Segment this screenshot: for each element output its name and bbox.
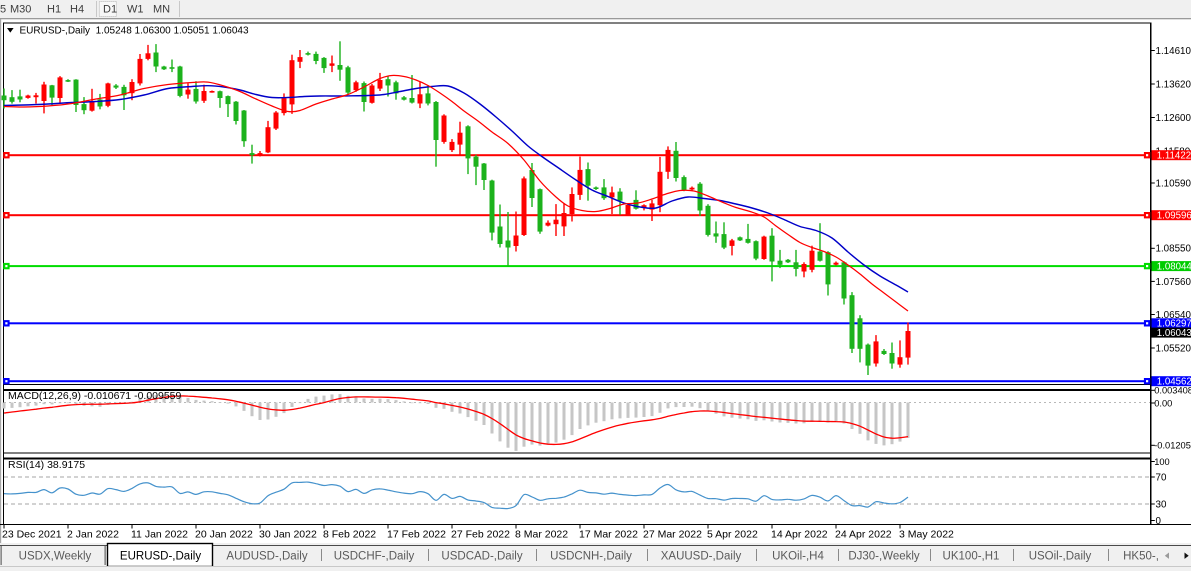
svg-text:1.06540: 1.06540: [1156, 310, 1191, 321]
svg-text:USDCAD-,Daily: USDCAD-,Daily: [441, 551, 522, 563]
svg-text:EURUSD-,Daily: EURUSD-,Daily: [120, 551, 201, 563]
svg-text:MN: MN: [153, 4, 170, 16]
svg-text:UKOil-,H4: UKOil-,H4: [772, 551, 824, 563]
svg-text:AUDUSD-,Daily: AUDUSD-,Daily: [226, 551, 307, 563]
svg-text:14 Apr 2022: 14 Apr 2022: [771, 529, 828, 541]
svg-text:W1: W1: [127, 4, 144, 16]
svg-text:USDCHF-,Daily: USDCHF-,Daily: [334, 551, 415, 563]
svg-text:XAUUSD-,Daily: XAUUSD-,Daily: [661, 551, 742, 563]
svg-text:1.10590: 1.10590: [1156, 178, 1191, 189]
svg-text:1.05520: 1.05520: [1156, 343, 1191, 354]
svg-text:1.08044: 1.08044: [1157, 262, 1191, 273]
svg-text:27 Feb 2022: 27 Feb 2022: [451, 529, 510, 541]
svg-text:MACD(12,26,9) -0.010671 -0.009: MACD(12,26,9) -0.010671 -0.009559: [8, 390, 182, 402]
svg-text:1.11422: 1.11422: [1157, 151, 1191, 162]
svg-text:D1: D1: [103, 4, 117, 16]
svg-text:17 Feb 2022: 17 Feb 2022: [387, 529, 446, 541]
svg-text:2 Jan 2022: 2 Jan 2022: [67, 529, 119, 541]
svg-text:30: 30: [1156, 499, 1167, 510]
svg-text:M30: M30: [10, 4, 31, 16]
svg-text:1.14610: 1.14610: [1156, 46, 1191, 57]
svg-text:27 Mar 2022: 27 Mar 2022: [643, 529, 702, 541]
svg-text:0: 0: [1156, 516, 1162, 527]
svg-text:24 Apr 2022: 24 Apr 2022: [835, 529, 892, 541]
svg-text:1.04562: 1.04562: [1157, 377, 1191, 388]
svg-text:20 Jan 2022: 20 Jan 2022: [195, 529, 253, 541]
svg-text:H4: H4: [70, 4, 84, 16]
svg-text:1.08550: 1.08550: [1156, 244, 1191, 255]
svg-text:70: 70: [1156, 472, 1167, 483]
svg-text:USDCNH-,Daily: USDCNH-,Daily: [550, 551, 632, 563]
svg-text:1.09596: 1.09596: [1157, 211, 1191, 222]
svg-text:DJ30-,Weekly: DJ30-,Weekly: [848, 551, 920, 563]
svg-text:11 Jan 2022: 11 Jan 2022: [131, 529, 188, 541]
svg-text:5 Apr 2022: 5 Apr 2022: [707, 529, 758, 541]
svg-text:0.00: 0.00: [1154, 398, 1172, 408]
svg-text:1.06297: 1.06297: [1157, 319, 1191, 330]
svg-text:8 Mar 2022: 8 Mar 2022: [515, 529, 568, 541]
svg-text:5: 5: [0, 4, 6, 16]
svg-text:1.12600: 1.12600: [1156, 113, 1191, 124]
svg-text:1.06043: 1.06043: [1157, 328, 1191, 339]
svg-text:30 Jan 2022: 30 Jan 2022: [259, 529, 317, 541]
svg-text:RSI(14) 38.9175: RSI(14) 38.9175: [8, 459, 85, 471]
svg-text:EURUSD-,Daily 1.05248 1.06300: EURUSD-,Daily 1.05248 1.06300 1.05051 1.…: [20, 26, 249, 37]
svg-text:HK50-,: HK50-,: [1123, 551, 1159, 563]
svg-text:1.13620: 1.13620: [1156, 79, 1191, 90]
svg-text:-0.01205: -0.01205: [1154, 441, 1191, 451]
svg-text:UK100-,H1: UK100-,H1: [943, 551, 1000, 563]
svg-text:1.07560: 1.07560: [1156, 277, 1191, 288]
svg-text:3 May 2022: 3 May 2022: [899, 529, 954, 541]
svg-text:8 Feb 2022: 8 Feb 2022: [323, 529, 376, 541]
svg-text:USOil-,Daily: USOil-,Daily: [1029, 551, 1092, 563]
svg-text:USDX,Weekly: USDX,Weekly: [19, 551, 92, 563]
svg-text:100: 100: [1154, 457, 1170, 467]
svg-text:H1: H1: [47, 4, 61, 16]
svg-text:0.003408: 0.003408: [1154, 386, 1191, 396]
svg-text:17 Mar 2022: 17 Mar 2022: [579, 529, 638, 541]
svg-text:23 Dec 2021: 23 Dec 2021: [2, 529, 62, 541]
